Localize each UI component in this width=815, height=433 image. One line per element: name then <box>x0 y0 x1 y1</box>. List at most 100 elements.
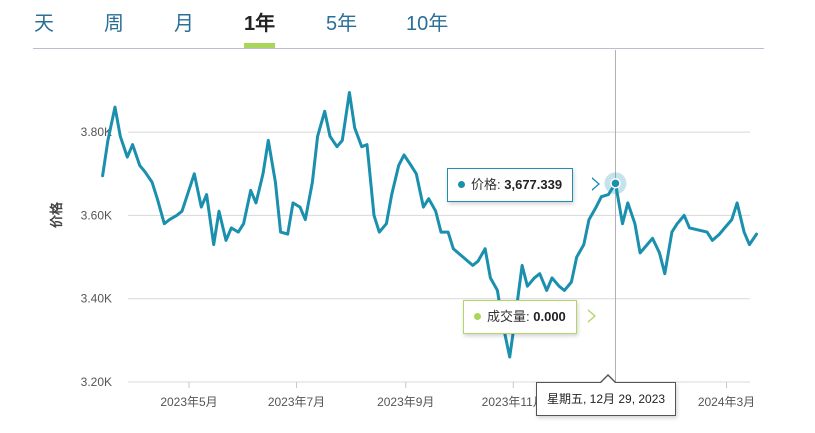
data-point <box>298 205 302 209</box>
data-point <box>212 243 216 247</box>
tab-5-year[interactable]: 5年 <box>326 10 357 38</box>
data-point <box>138 163 142 167</box>
data-point <box>340 138 344 142</box>
hover-point[interactable] <box>610 178 621 189</box>
data-point <box>199 205 203 209</box>
date-tooltip: 星期五, 12月 29, 2023 <box>536 382 677 416</box>
data-point <box>675 222 679 226</box>
data-point <box>621 222 625 226</box>
tab-label: 天 <box>34 13 54 35</box>
tab-1-year[interactable]: 1年 <box>244 10 276 48</box>
data-point <box>409 163 413 167</box>
price-series-line[interactable] <box>101 91 758 359</box>
data-point <box>310 180 314 184</box>
data-point <box>658 251 662 255</box>
data-point <box>384 222 388 226</box>
y-tick-label: 3.20K <box>81 375 112 389</box>
chart-canvas[interactable]: 3.20K 3.40K 3.60K 3.80K 2023年5月 2023年7月 2023年… <box>0 50 815 428</box>
data-point <box>143 170 147 174</box>
data-point <box>538 272 542 276</box>
data-point <box>606 193 610 197</box>
price-tooltip-label: 价格 <box>471 177 498 192</box>
data-point <box>562 288 566 292</box>
data-point <box>742 230 746 234</box>
data-point <box>180 209 184 213</box>
data-point <box>587 218 591 222</box>
data-point <box>476 259 480 263</box>
data-point <box>557 284 561 288</box>
tab-label: 1年 <box>244 13 276 35</box>
data-point <box>688 226 692 230</box>
data-point <box>101 174 105 178</box>
data-point <box>626 201 630 205</box>
data-point <box>550 276 554 280</box>
volume-tooltip-arrow-fill <box>587 310 594 322</box>
data-point <box>168 218 172 222</box>
y-tick-label: 3.60K <box>81 208 112 222</box>
volume-series-dot-icon <box>474 313 481 321</box>
y-tick-label: 3.40K <box>81 292 112 306</box>
data-point <box>682 213 686 217</box>
data-point <box>427 197 431 201</box>
data-point <box>365 143 369 147</box>
data-point <box>663 272 667 276</box>
volume-tooltip-value: 0.000 <box>533 309 566 324</box>
tab-label: 5年 <box>326 13 358 35</box>
data-point <box>718 232 722 236</box>
data-point <box>651 236 655 240</box>
y-tick-label: 3.80K <box>81 125 112 139</box>
data-point <box>439 230 443 234</box>
tab-10-year[interactable]: 10年 <box>406 10 448 38</box>
price-chart[interactable]: 3.20K 3.40K 3.60K 3.80K 2023年5月 2023年7月 2023年… <box>0 50 815 428</box>
data-point <box>360 145 364 149</box>
data-point <box>495 288 499 292</box>
price-tooltip-value: 3,677.339 <box>504 177 563 192</box>
data-point <box>261 172 265 176</box>
volume-tooltip-label: 成交量 <box>487 309 527 324</box>
tab-month[interactable]: 月 <box>174 10 194 38</box>
data-point <box>545 288 549 292</box>
x-tick-label: 2023年11月 <box>482 395 545 409</box>
data-point <box>645 243 649 247</box>
data-point <box>229 226 233 230</box>
data-point <box>582 243 586 247</box>
data-point <box>249 188 253 192</box>
data-point <box>414 172 418 176</box>
data-point <box>483 247 487 251</box>
data-point <box>446 230 450 234</box>
data-point <box>755 232 759 236</box>
data-point <box>236 230 240 234</box>
volume-tooltip: 成交量: 0.000 <box>463 300 577 334</box>
data-point <box>599 195 603 199</box>
data-point <box>705 230 709 234</box>
data-point <box>224 238 228 242</box>
tab-label: 月 <box>174 13 194 35</box>
data-point <box>162 222 166 226</box>
data-point <box>303 218 307 222</box>
tab-week[interactable]: 周 <box>104 10 124 38</box>
data-point <box>402 153 406 157</box>
data-point <box>508 355 512 359</box>
data-point <box>397 163 401 167</box>
data-point <box>347 91 351 95</box>
data-point <box>488 276 492 280</box>
data-point <box>575 255 579 259</box>
data-point <box>328 134 332 138</box>
data-point <box>266 138 270 142</box>
data-point <box>451 247 455 251</box>
data-point <box>106 138 110 142</box>
data-point <box>471 263 475 267</box>
tab-day[interactable]: 天 <box>34 10 54 38</box>
data-point <box>525 284 529 288</box>
data-point <box>569 280 573 284</box>
data-point <box>532 276 536 280</box>
data-point <box>155 197 159 201</box>
tab-label: 周 <box>104 13 124 35</box>
data-point <box>131 143 135 147</box>
data-point <box>520 263 524 267</box>
data-point <box>434 209 438 213</box>
x-tick-label: 2023年5月 <box>160 395 217 409</box>
price-tooltip: 价格: 3,677.339 <box>447 168 574 202</box>
data-point <box>113 105 117 109</box>
data-point <box>638 251 642 255</box>
